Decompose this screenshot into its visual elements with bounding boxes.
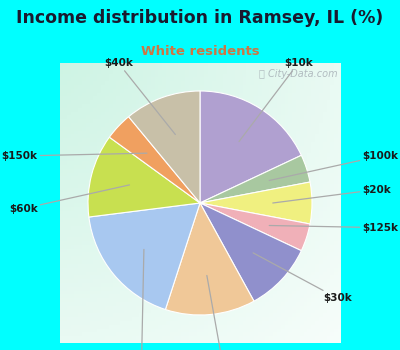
Wedge shape [200, 203, 301, 301]
Wedge shape [200, 203, 310, 251]
Wedge shape [200, 182, 312, 224]
Text: $75k: $75k [127, 250, 156, 350]
Wedge shape [89, 203, 200, 309]
Wedge shape [165, 203, 254, 315]
Wedge shape [109, 117, 200, 203]
Text: $125k: $125k [269, 223, 398, 233]
Text: $100k: $100k [269, 151, 398, 181]
Text: $10k: $10k [239, 58, 313, 141]
Text: $20k: $20k [273, 184, 391, 203]
Text: $40k: $40k [104, 58, 175, 134]
Wedge shape [200, 91, 301, 203]
Text: $60k: $60k [9, 185, 130, 214]
Text: Income distribution in Ramsey, IL (%): Income distribution in Ramsey, IL (%) [16, 9, 384, 27]
Text: $150k: $150k [2, 151, 147, 161]
Wedge shape [200, 155, 310, 203]
Text: ⓘ City-Data.com: ⓘ City-Data.com [258, 69, 337, 79]
Wedge shape [88, 137, 200, 217]
Text: $30k: $30k [253, 253, 352, 303]
Text: $50k: $50k [207, 275, 237, 350]
Text: White residents: White residents [141, 45, 259, 58]
Wedge shape [129, 91, 200, 203]
